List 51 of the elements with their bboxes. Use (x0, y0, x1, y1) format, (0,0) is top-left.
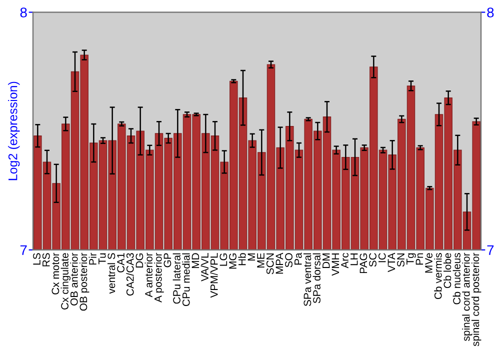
x-tick-label: Tu (98, 253, 106, 264)
x-tick-label: Hb (238, 253, 246, 266)
x-tick-label: Cx cingulate (60, 253, 71, 310)
x-tick-label: VA/VL (200, 253, 208, 282)
x-tick-label: Cb lobe (443, 253, 452, 288)
x-tick-label: Tg (406, 253, 416, 265)
x-tick-label: Pir (88, 252, 96, 265)
x-tick-label: spinal cord anterior (462, 252, 472, 341)
x-tick-label: Cb nucleus (452, 253, 460, 304)
x-tick-label: Pa (294, 252, 302, 265)
x-tick-label: A posterior (154, 252, 164, 302)
x-tick-label: PAG (360, 253, 368, 274)
x-tick-label: OB anterior (70, 252, 78, 306)
x-tick-label: CA2/CA3 (126, 253, 134, 296)
x-tick-label: LS (33, 253, 40, 265)
x-tick-label: ventral S (107, 253, 116, 294)
x-tick-label: MVe (425, 253, 432, 273)
x-tick-label: SC (369, 253, 376, 267)
x-tick-label: LG (220, 253, 228, 266)
x-tick-label: SN (397, 254, 404, 267)
x-tick-label: DM (322, 254, 330, 268)
x-tick-label: Cb vermis (434, 253, 442, 300)
x-tick-label: VPM/VPL (210, 253, 218, 298)
x-tick-label: spinal cord posterior (471, 252, 482, 346)
x-tick-label: ME (257, 253, 264, 268)
x-tick-label: MD (192, 253, 200, 268)
x-tick-label: DG (136, 253, 144, 268)
x-tick-label: M (248, 254, 256, 260)
x-tick-label: Arc (341, 252, 348, 268)
y2-tick-label: 7 (487, 245, 494, 255)
y-axis-title: Log2 (expression) (8, 82, 20, 180)
x-tick-label: RS (42, 253, 50, 266)
x-tick-label: SPa ventral (303, 253, 312, 306)
y2-tick-label: 8 (487, 8, 494, 18)
x-tick-label: CPu medial (182, 253, 190, 306)
x-tick-label: CA1 (117, 253, 124, 272)
x-tick-label: VMH (332, 254, 340, 276)
x-tick-label: MPA (276, 252, 284, 274)
x-tick-label: GP (164, 253, 172, 268)
x-tick-label: Pn (416, 253, 424, 265)
x-tick-label: OB posterior (79, 252, 90, 311)
x-tick-label: SO (285, 253, 292, 268)
x-tick-label: Cx motor (52, 252, 60, 294)
x-tick-label: CPu lateral (172, 253, 180, 304)
x-tick-label: LH (350, 254, 358, 266)
x-tick-label: MG (229, 253, 236, 269)
x-tick-label: SPa dorsal (312, 253, 320, 304)
x-tick-label: SCN (266, 254, 274, 274)
x-tick-label: IC (378, 253, 386, 262)
x-tick-label: VTA (388, 252, 396, 272)
x-tick-label: A anterior (144, 252, 152, 298)
